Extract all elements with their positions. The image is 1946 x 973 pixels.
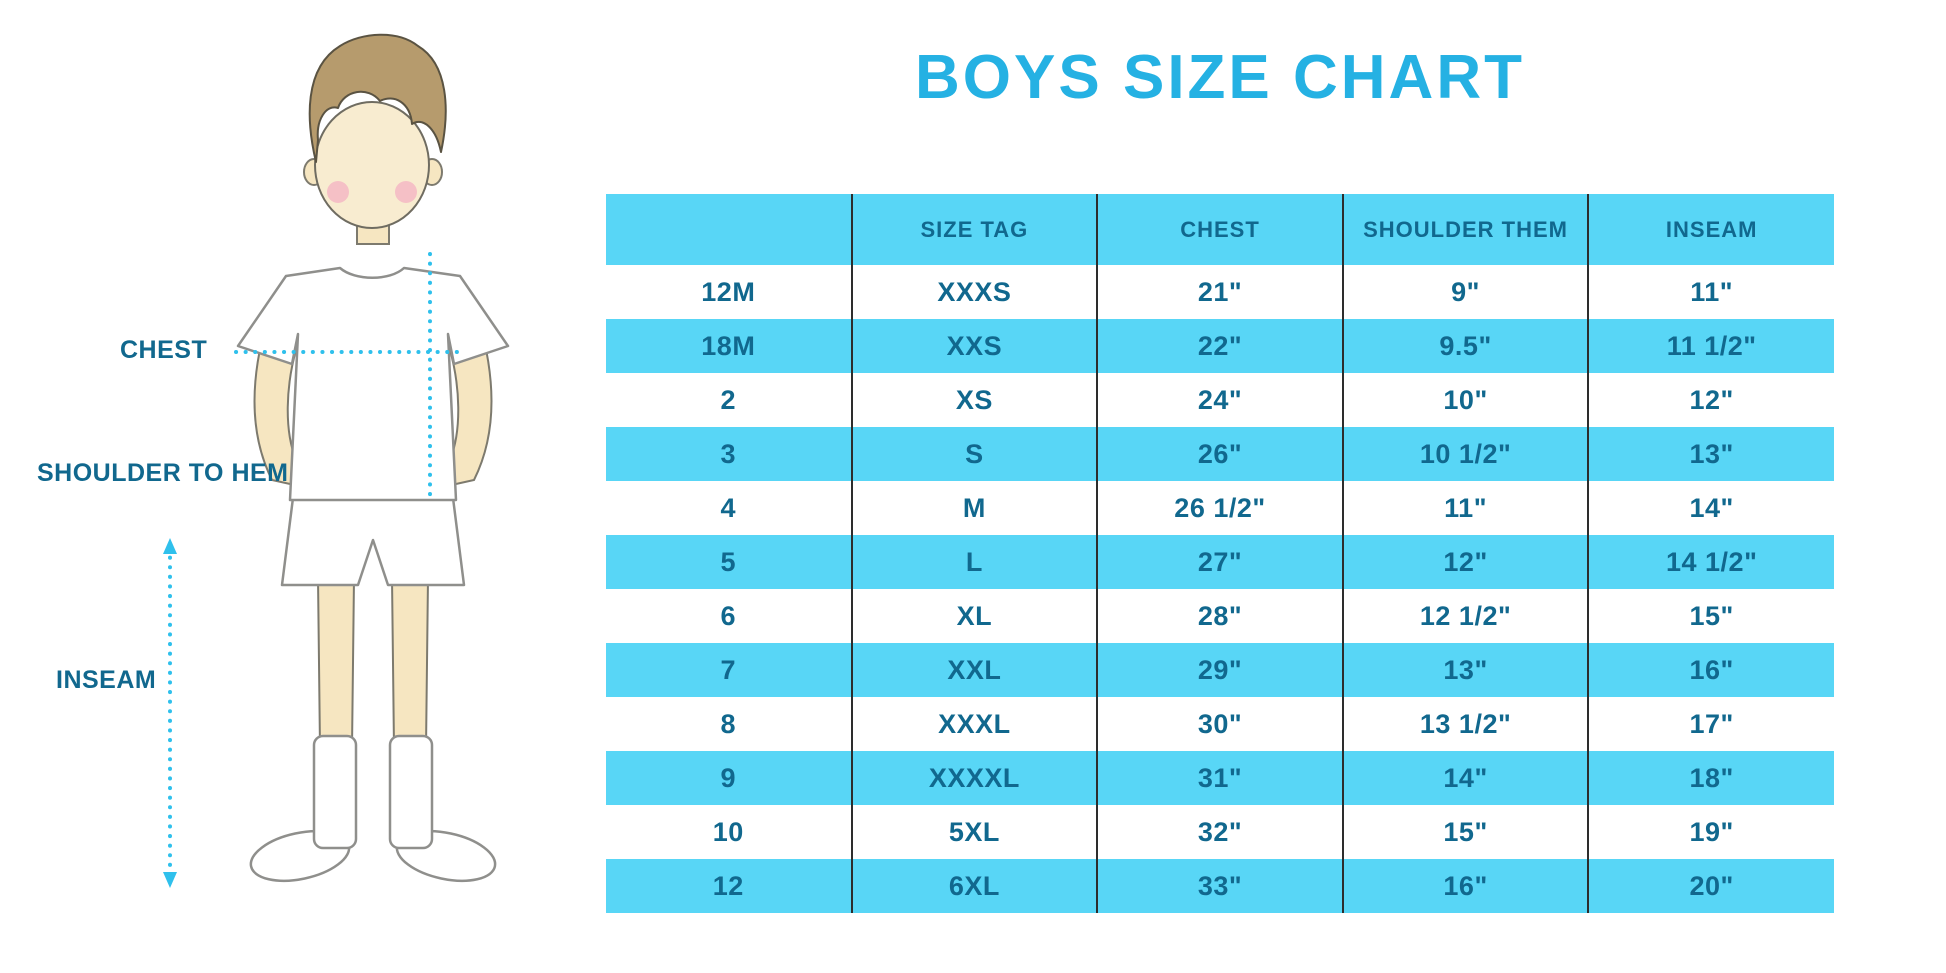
- size-cell: 12M: [701, 276, 756, 307]
- size-cell: 5: [720, 546, 737, 577]
- chest-label: CHEST: [120, 336, 208, 364]
- boy-right-leg: [390, 577, 430, 749]
- column-header-shoulder: SHOULDER THEM: [1341, 194, 1589, 265]
- value-cell: 11": [1341, 481, 1589, 535]
- value-cell: L: [850, 535, 1098, 589]
- value-cell: 13": [1587, 427, 1834, 481]
- table-row: 12 6XL 33" 16" 20": [606, 859, 1834, 913]
- boy-hair: [308, 33, 447, 163]
- table-row: 2 XS 24" 10" 12": [606, 373, 1834, 427]
- value-cell: 12 1/2": [1341, 589, 1589, 643]
- value-cell: XXXXL: [850, 751, 1098, 805]
- size-chart-table: SIZE TAG CHEST SHOULDER THEM INSEAM 12M X…: [606, 194, 1834, 913]
- shoulder-to-hem-label: SHOULDER TO HEM: [37, 459, 289, 487]
- page-title: BOYS SIZE CHART: [915, 43, 1525, 112]
- value-cell: 5XL: [850, 805, 1098, 859]
- size-cell: 6: [720, 600, 737, 631]
- size-cell: 4: [720, 492, 737, 523]
- value-cell: XXL: [850, 643, 1098, 697]
- size-cell: 18M: [701, 330, 756, 361]
- value-cell: 27": [1096, 535, 1343, 589]
- size-table: SIZE TAG CHEST SHOULDER THEM INSEAM 12M X…: [606, 194, 1834, 913]
- value-cell: 30": [1096, 697, 1343, 751]
- table-header-row: SIZE TAG CHEST SHOULDER THEM INSEAM: [606, 194, 1834, 265]
- value-cell: S: [850, 427, 1098, 481]
- value-cell: 24": [1096, 373, 1343, 427]
- value-cell: 14": [1341, 751, 1589, 805]
- value-cell: 9.5": [1341, 319, 1589, 373]
- table-row: 6 XL 28" 12 1/2" 15": [606, 589, 1834, 643]
- size-cell: 9: [720, 762, 737, 793]
- size-cell: 10: [712, 816, 744, 847]
- value-cell: 16": [1587, 643, 1834, 697]
- value-cell: 29": [1096, 643, 1343, 697]
- value-cell: 18": [1587, 751, 1834, 805]
- boy-right-cheek: [395, 181, 417, 203]
- table-row: 12M XXXS 21" 9" 11": [606, 265, 1834, 319]
- value-cell: M: [850, 481, 1098, 535]
- table-row: 8 XXXL 30" 13 1/2" 17": [606, 697, 1834, 751]
- table-row: 7 XXL 29" 13" 16": [606, 643, 1834, 697]
- boy-figure-svg: [163, 33, 510, 888]
- value-cell: 28": [1096, 589, 1343, 643]
- value-cell: 22": [1096, 319, 1343, 373]
- value-cell: 20": [1587, 859, 1834, 913]
- boy-left-leg: [316, 577, 356, 749]
- value-cell: 16": [1341, 859, 1589, 913]
- inseam-measure-line: [163, 538, 177, 888]
- value-cell: 32": [1096, 805, 1343, 859]
- value-cell: 13 1/2": [1341, 697, 1589, 751]
- value-cell: 15": [1341, 805, 1589, 859]
- boy-shorts: [280, 488, 466, 587]
- size-cell: 3: [720, 438, 737, 469]
- value-cell: 10 1/2": [1341, 427, 1589, 481]
- value-cell: XXS: [850, 319, 1098, 373]
- value-cell: 9": [1341, 265, 1589, 319]
- value-cell: 11": [1587, 265, 1834, 319]
- table-row: 4 M 26 1/2" 11" 14": [606, 481, 1834, 535]
- size-cell: 8: [720, 708, 737, 739]
- boy-left-cheek: [327, 181, 349, 203]
- value-cell: 12": [1587, 373, 1834, 427]
- size-cell: 7: [720, 654, 737, 685]
- value-cell: 13": [1341, 643, 1589, 697]
- value-cell: 19": [1587, 805, 1834, 859]
- boy-shirt: [236, 266, 510, 502]
- value-cell: 17": [1587, 697, 1834, 751]
- value-cell: 33": [1096, 859, 1343, 913]
- column-header-chest: CHEST: [1096, 194, 1343, 265]
- value-cell: 14": [1587, 481, 1834, 535]
- size-cell: 2: [720, 384, 737, 415]
- table-row: 5 L 27" 12" 14 1/2": [606, 535, 1834, 589]
- boy-illustration: CHEST SHOULDER TO HEM INSEAM: [0, 0, 600, 973]
- table-row: 9 XXXXL 31" 14" 18": [606, 751, 1834, 805]
- value-cell: 12": [1341, 535, 1589, 589]
- size-cell: 12: [712, 870, 744, 901]
- column-header-size: [606, 194, 852, 265]
- value-cell: 21": [1096, 265, 1343, 319]
- value-cell: XS: [850, 373, 1098, 427]
- column-header-size-tag: SIZE TAG: [850, 194, 1098, 265]
- value-cell: 31": [1096, 751, 1343, 805]
- value-cell: 6XL: [850, 859, 1098, 913]
- table-row: 10 5XL 32" 15" 19": [606, 805, 1834, 859]
- value-cell: 10": [1341, 373, 1589, 427]
- value-cell: 26": [1096, 427, 1343, 481]
- value-cell: 11 1/2": [1587, 319, 1834, 373]
- value-cell: 15": [1587, 589, 1834, 643]
- table-row: 18M XXS 22" 9.5" 11 1/2": [606, 319, 1834, 373]
- table-row: 3 S 26" 10 1/2" 13": [606, 427, 1834, 481]
- column-header-inseam: INSEAM: [1587, 194, 1834, 265]
- value-cell: XL: [850, 589, 1098, 643]
- value-cell: XXXL: [850, 697, 1098, 751]
- value-cell: XXXS: [850, 265, 1098, 319]
- boy-socks: [249, 734, 497, 883]
- inseam-label: INSEAM: [56, 666, 157, 694]
- value-cell: 26 1/2": [1096, 481, 1343, 535]
- value-cell: 14 1/2": [1587, 535, 1834, 589]
